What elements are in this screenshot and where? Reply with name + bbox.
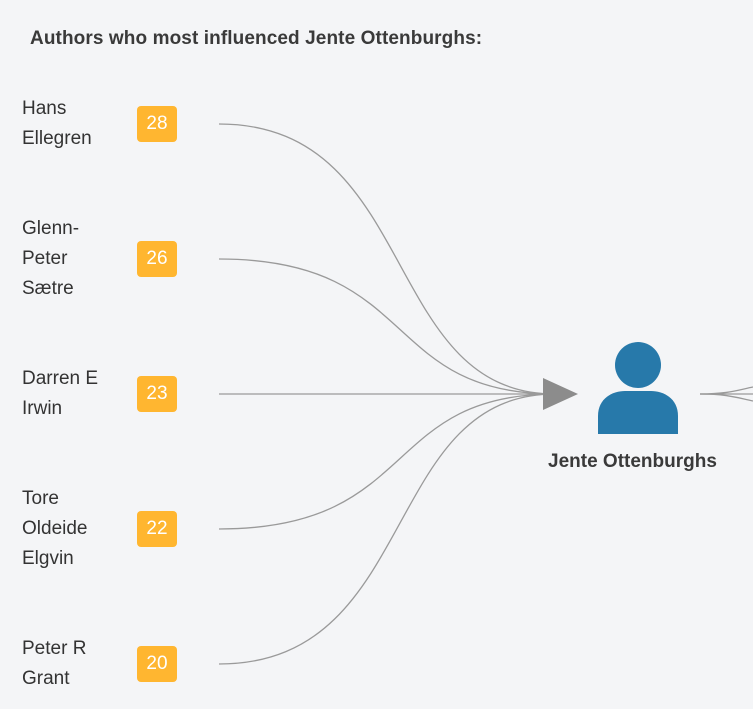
author-name-5[interactable]: Peter R Grant [22, 638, 87, 689]
author-name-1[interactable]: Hans Ellegren [22, 98, 92, 149]
page-title: Authors who most influenced Jente Ottenb… [30, 28, 483, 49]
influence-count-badge-1: 28 [137, 106, 177, 142]
author-name-3[interactable]: Darren E Irwin [22, 368, 99, 419]
arrow-head [543, 378, 578, 410]
influence-count-badge-4: 22 [137, 511, 177, 547]
outgoing-edge-2 [699, 393, 753, 402]
edge-author-2 [218, 258, 556, 395]
edge-author-4 [218, 393, 556, 530]
person-icon-head [615, 342, 661, 388]
author-name-2[interactable]: Glenn- Peter Sætre [22, 218, 80, 299]
target-author-name[interactable]: Jente Ottenburghs [548, 451, 717, 472]
outgoing-edge-1 [699, 386, 753, 395]
person-icon-body [598, 391, 678, 434]
edge-author-5 [218, 393, 556, 665]
influence-count-badge-3: 23 [137, 376, 177, 412]
person-icon[interactable] [595, 338, 681, 434]
influence-count-badge-2: 26 [137, 241, 177, 277]
edge-author-1 [218, 123, 556, 395]
influence-count-badge-5: 20 [137, 646, 177, 682]
author-name-4[interactable]: Tore Oldeide Elgvin [22, 488, 88, 569]
